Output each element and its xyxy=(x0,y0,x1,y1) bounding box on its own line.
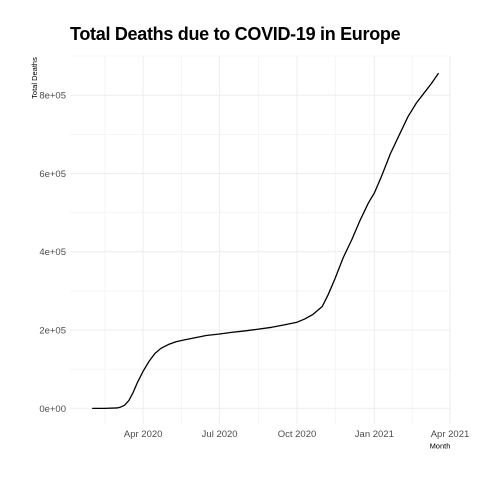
y-axis-tick-labels: 0e+00 2e+05 4e+05 6e+05 8e+05 xyxy=(39,91,66,415)
x-tick-label: Jul 2020 xyxy=(202,429,238,440)
y-tick-label: 0e+00 xyxy=(39,404,66,415)
x-tick-label: Jan 2021 xyxy=(355,429,394,440)
y-tick-label: 2e+05 xyxy=(39,326,66,337)
x-tick-label: Oct 2020 xyxy=(278,429,317,440)
series-line xyxy=(92,72,439,409)
chart-title: Total Deaths due to COVID-19 in Europe xyxy=(70,24,401,44)
minor-gridlines xyxy=(70,55,450,424)
major-gridlines xyxy=(70,56,451,424)
y-axis-title: Total Deaths xyxy=(30,57,39,99)
x-tick-label: Apr 2020 xyxy=(124,429,163,440)
series-layer xyxy=(92,72,439,409)
x-axis-tick-labels: Apr 2020 Jul 2020 Oct 2020 Jan 2021 Apr 2021 xyxy=(124,429,469,440)
y-tick-label: 4e+05 xyxy=(39,247,66,258)
x-tick-label: Apr 2021 xyxy=(431,429,470,440)
y-tick-label: 6e+05 xyxy=(39,169,66,180)
y-tick-label: 8e+05 xyxy=(39,91,66,102)
x-axis-title: Month xyxy=(430,442,451,451)
